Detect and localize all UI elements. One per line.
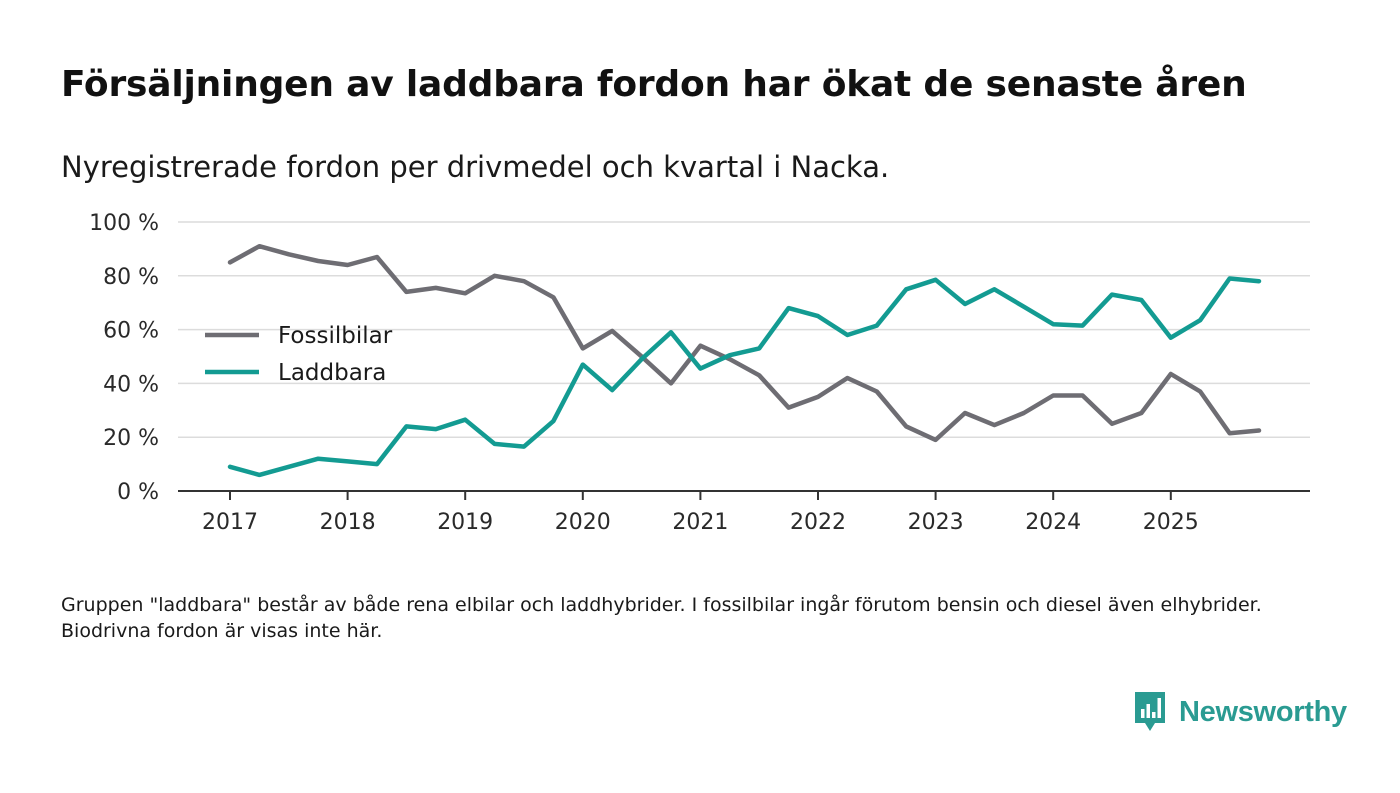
x-tick-label: 2024	[1025, 510, 1081, 535]
newsworthy-logo[interactable]: Newsworthy	[1133, 690, 1347, 734]
newsworthy-logo-icon	[1135, 692, 1165, 731]
footnote: Gruppen "laddbara" består av både rena e…	[61, 594, 1262, 642]
x-tick-label: 2023	[908, 510, 964, 535]
x-tick-label: 2022	[790, 510, 846, 535]
legend-label-fossilbilar: Fossilbilar	[278, 323, 393, 349]
y-axis: 0 % 20 % 40 % 60 % 80 % 100 %	[89, 211, 159, 505]
x-tick-label: 2025	[1143, 510, 1199, 535]
legend: Fossilbilar Laddbara	[205, 323, 393, 386]
newsworthy-logo-text: Newsworthy	[1179, 695, 1347, 728]
x-tick-label: 2017	[202, 510, 258, 535]
line-chart: 0 % 20 % 40 % 60 % 80 % 100 % 2017 2018 2019 202…	[89, 211, 1310, 535]
legend-label-laddbara: Laddbara	[278, 360, 386, 386]
y-tick-label: 40 %	[103, 372, 159, 397]
series-lines	[227, 243, 1262, 478]
x-tick-label: 2021	[672, 510, 728, 535]
x-tick-label: 2019	[437, 510, 493, 535]
series-line-laddbara	[227, 276, 1262, 478]
y-tick-label: 100 %	[89, 211, 159, 236]
y-tick-label: 60 %	[103, 319, 159, 344]
gridlines	[178, 221, 1310, 438]
x-tick-label: 2020	[555, 510, 611, 535]
x-tick-label: 2018	[320, 510, 376, 535]
y-tick-label: 80 %	[103, 265, 159, 290]
series-line-fossilbilar	[227, 243, 1262, 443]
x-axis: 2017 2018 2019 2020 2021 2022 2023 2024 2025	[178, 490, 1310, 535]
y-tick-label: 0 %	[117, 480, 159, 505]
chart-title: Försäljningen av laddbara fordon har öka…	[61, 64, 1247, 105]
chart-subtitle: Nyregistrerade fordon per drivmedel och …	[61, 150, 890, 184]
y-tick-label: 20 %	[103, 426, 159, 451]
